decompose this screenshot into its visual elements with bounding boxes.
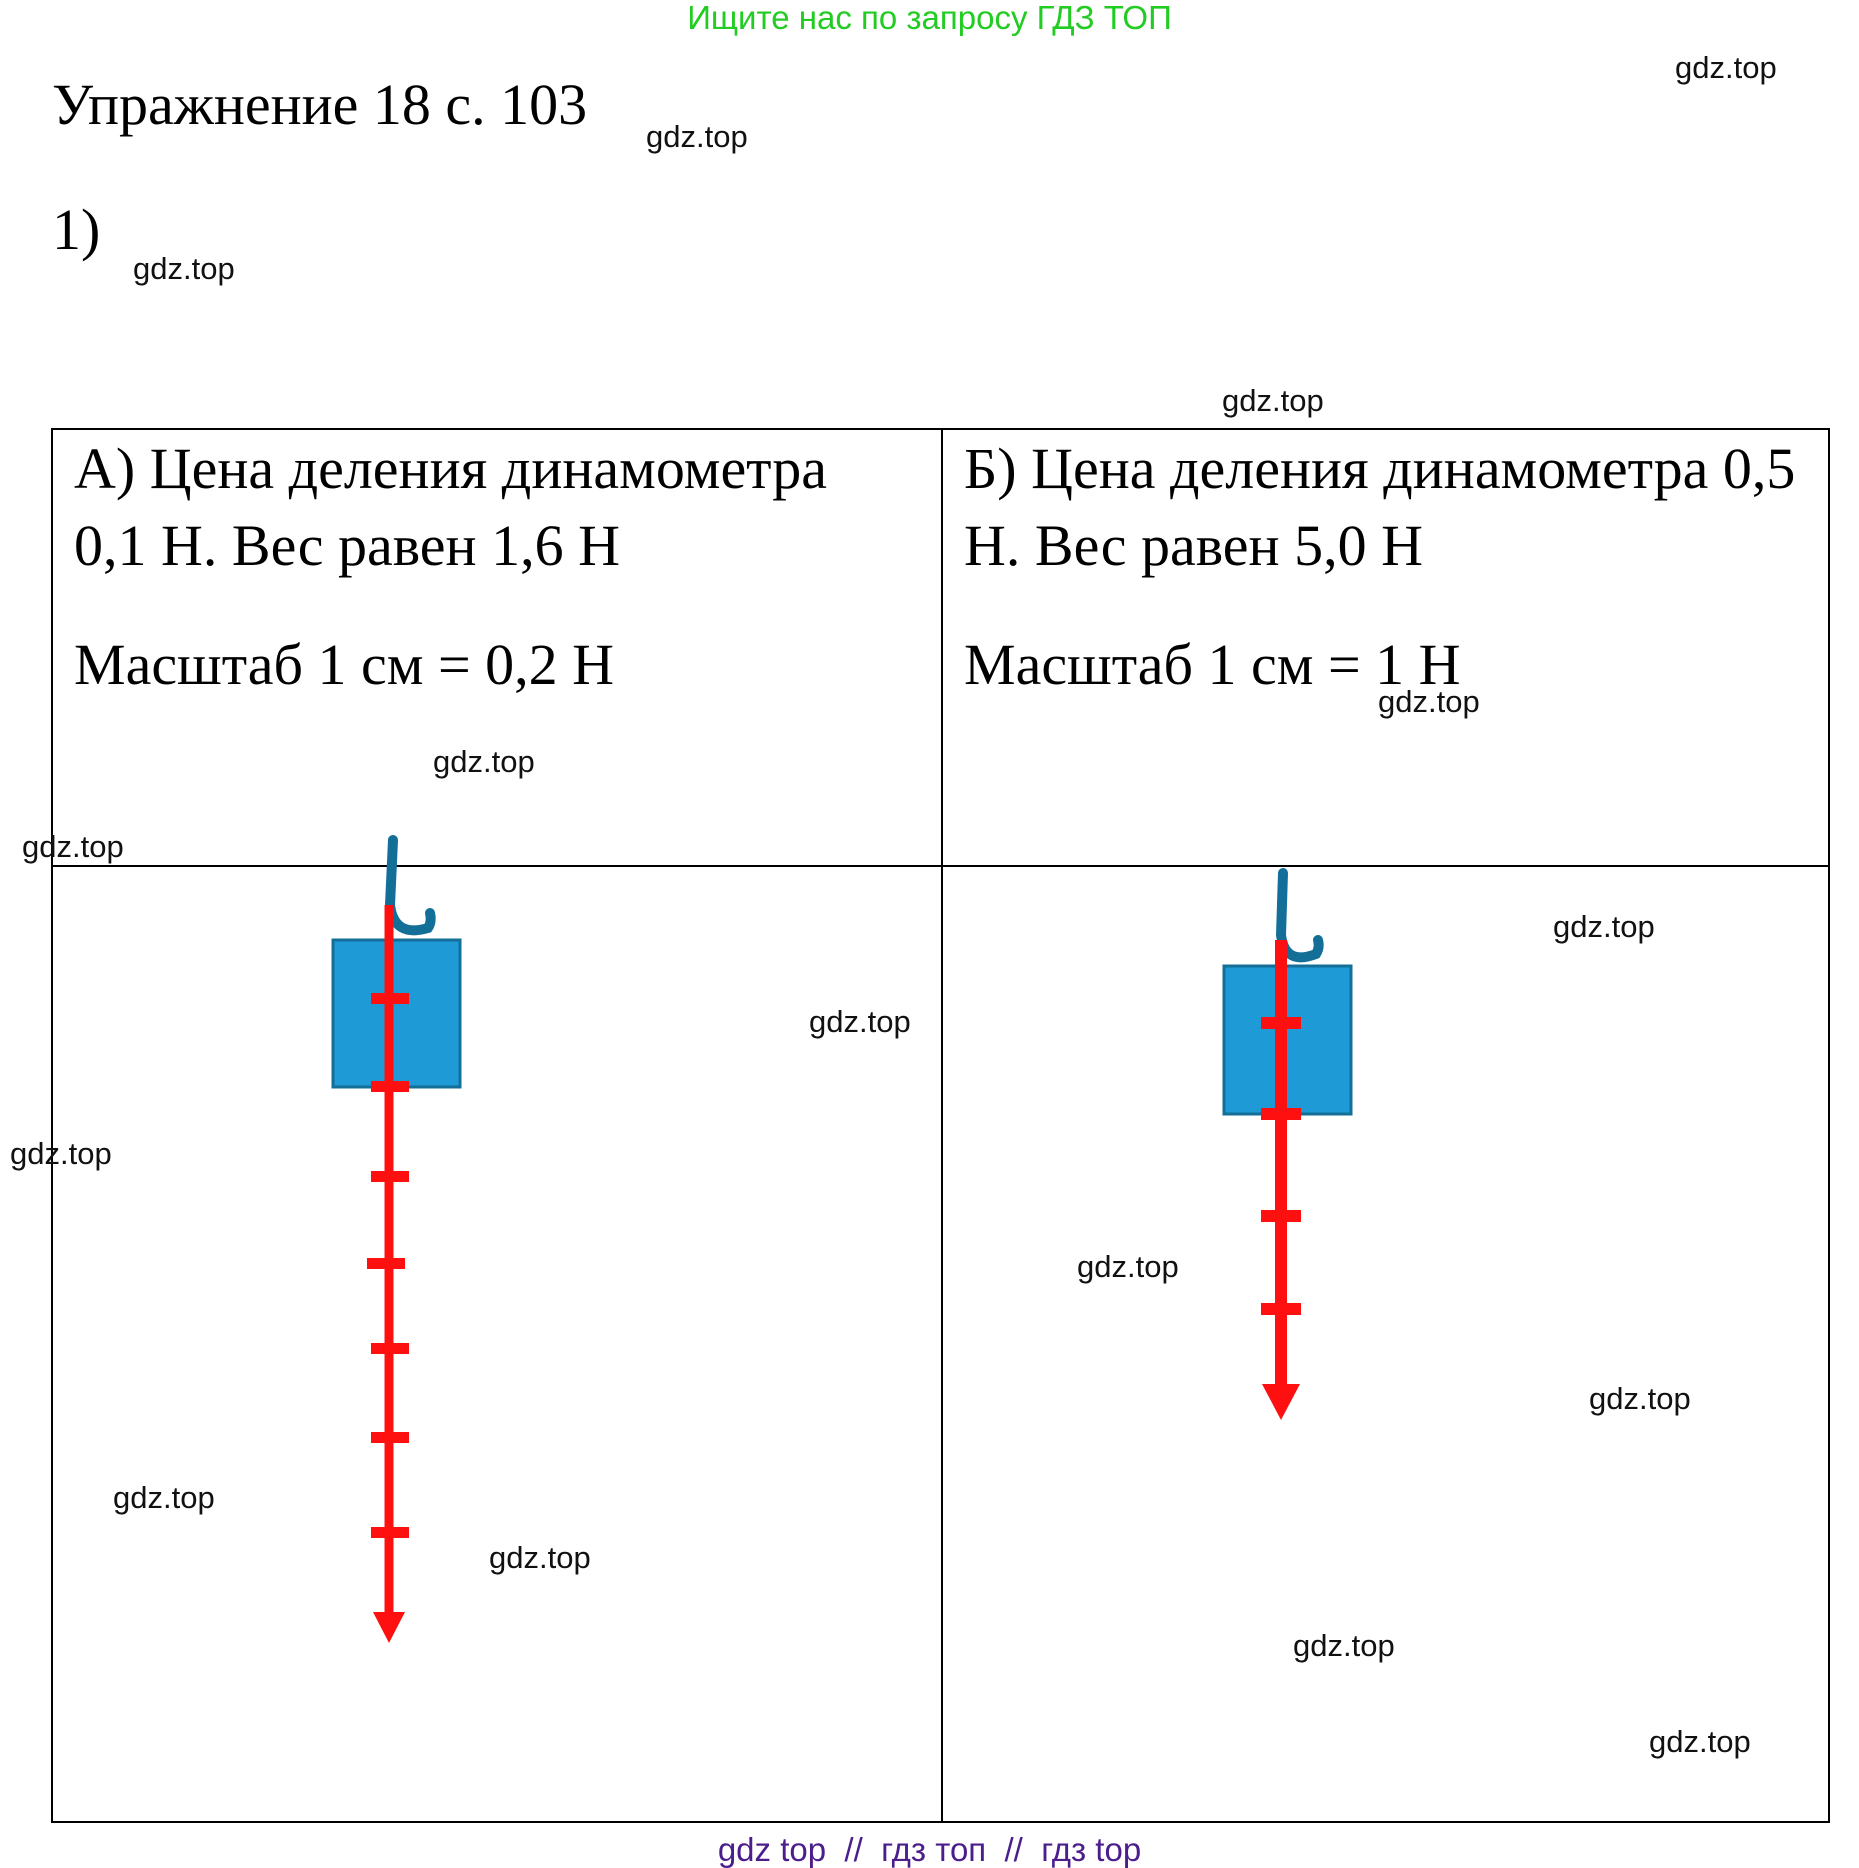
- watermark: gdz.top: [133, 251, 235, 286]
- cell-b-line2: Н. Вес равен 5,0 Н: [964, 513, 1423, 578]
- watermark: gdz.top: [1222, 383, 1324, 418]
- watermark: gdz.top: [1589, 1381, 1691, 1416]
- footer-separator: //: [826, 1831, 882, 1868]
- watermark: gdz.top: [1378, 684, 1480, 719]
- watermark: gdz.top: [1553, 909, 1655, 944]
- cell-b-line1: Б) Цена деления динамометра 0,5: [964, 436, 1796, 501]
- diagram-b: [1222, 868, 1353, 1420]
- footer-links: gdz top // гдз топ // гдз top: [0, 1832, 1859, 1868]
- cell-b-text: Б) Цена деления динамометра 0,5 Н. Вес р…: [964, 430, 1824, 703]
- weight-block-icon: [1222, 964, 1353, 1116]
- cell-a-line2: 0,1 Н. Вес равен 1,6 Н: [74, 513, 620, 578]
- footer-separator: //: [986, 1831, 1042, 1868]
- watermark: gdz.top: [646, 119, 748, 154]
- force-arrow-icon: [1261, 940, 1301, 1420]
- page-title: Упражнение 18 с. 103: [52, 72, 588, 137]
- force-arrow-icon: [367, 905, 409, 1643]
- table-divider-horizontal: [51, 865, 1830, 867]
- answer-table: [51, 428, 1830, 1823]
- watermark: gdz.top: [489, 1540, 591, 1575]
- cell-a-scale: Масштаб 1 см = 0,2 Н: [74, 632, 615, 697]
- footer-link[interactable]: gdz top: [717, 1831, 827, 1868]
- search-banner: Ищите нас по запросу ГДЗ ТОП: [687, 0, 1172, 36]
- cell-a-line1: А) Цена деления динамометра: [74, 436, 827, 501]
- hook-icon: [384, 835, 436, 936]
- watermark: gdz.top: [1077, 1249, 1179, 1284]
- watermark: gdz.top: [1293, 1628, 1395, 1663]
- watermark: gdz.top: [1675, 50, 1777, 85]
- watermark: gdz.top: [10, 1136, 112, 1171]
- watermark: gdz.top: [22, 829, 124, 864]
- footer-link[interactable]: гдз топ: [881, 1831, 987, 1868]
- watermark: gdz.top: [113, 1480, 215, 1515]
- part-label: 1): [52, 197, 101, 262]
- cell-b-scale: Масштаб 1 см = 1 Н: [964, 632, 1461, 697]
- cell-a-text: А) Цена деления динамометра 0,1 Н. Вес р…: [74, 430, 934, 703]
- table-divider-vertical: [941, 428, 943, 1823]
- footer-link[interactable]: гдз top: [1041, 1831, 1142, 1868]
- watermark: gdz.top: [433, 744, 535, 779]
- watermark: gdz.top: [809, 1004, 911, 1039]
- watermark: gdz.top: [1649, 1724, 1751, 1759]
- weight-block-icon: [331, 938, 462, 1089]
- diagram-a: [331, 835, 462, 1643]
